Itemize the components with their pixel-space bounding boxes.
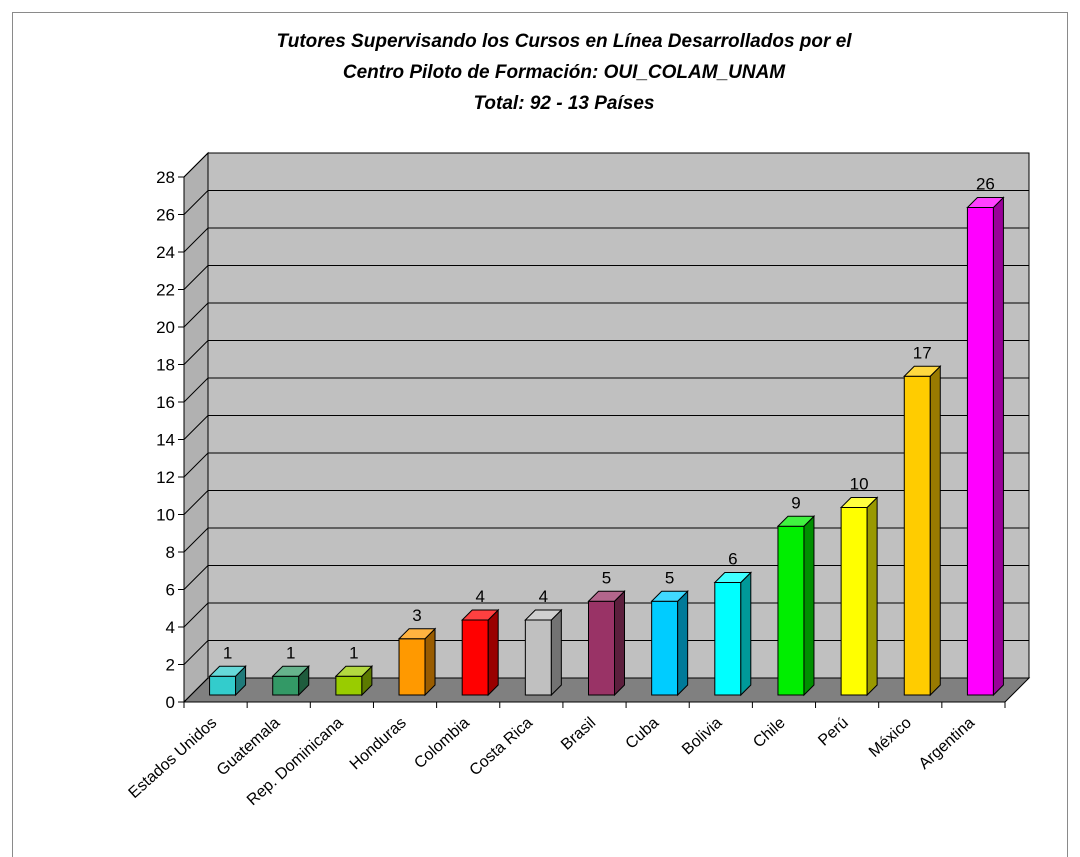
chart-title-line-1: Tutores Supervisando los Cursos en Línea… [276,31,852,52]
bar-top [776,515,816,527]
gridline [183,602,1029,628]
bar-top [966,197,1005,208]
bar-side [424,627,436,697]
y-tick-label: 10 [156,506,175,525]
bar-front [461,619,489,696]
bar-side [803,515,815,697]
gridline [183,527,1029,553]
gridline [183,340,1029,365]
gridline [183,490,1029,515]
gridline [183,227,1029,253]
gridline [183,265,1029,290]
bar-side [992,196,1004,697]
gridline [183,152,1029,178]
bar-front [651,600,679,696]
data-label: 1 [349,643,358,662]
category-label: Argentina [916,714,978,773]
bar-side [550,608,562,697]
y-tick-label: 6 [166,581,175,600]
data-label: 17 [913,343,932,362]
y-tick-label: 0 [166,693,175,712]
bar-side [614,590,625,697]
gridline [183,302,1029,328]
data-label: 4 [539,587,548,606]
bar-front [903,375,931,696]
bar-side [740,571,752,697]
bar-front [272,675,300,696]
data-label: 6 [728,550,737,569]
bar-top [903,365,942,377]
bar-side [677,590,689,697]
chart-title-line-3: Total: 92 - 13 Países [474,93,655,114]
gridline [183,565,1029,590]
category-label: Colombia [411,714,473,772]
category-label: Honduras [347,714,410,773]
category-label: Chile [750,714,789,751]
bar-top [650,590,689,602]
category-label: Perú [815,714,851,749]
bar-top [460,609,500,621]
bar-front [777,525,805,696]
category-label: México [866,714,915,761]
bar-front [524,619,552,696]
bar-front [335,675,363,696]
bar-front [398,638,426,696]
category-label: Estados Unidos [126,714,221,802]
y-tick-label: 28 [156,168,175,187]
bar-top [524,609,563,621]
bar-side [487,608,499,697]
y-tick-label: 18 [156,356,175,375]
bar-top [208,665,247,677]
bar-front [588,600,615,696]
category-label: Brasil [558,714,599,753]
category-label: Costa Rica [466,714,536,779]
gridline [183,190,1029,215]
bar-side [929,365,941,697]
y-tick-label: 24 [156,243,175,262]
bar-top [271,665,310,677]
y-tick-label: 16 [156,393,175,412]
chart-title-line-2: Centro Piloto de Formación: OUI_COLAM_UN… [343,62,786,83]
bar-front [840,507,868,696]
data-label: 9 [791,493,800,512]
y-tick-label: 20 [156,318,175,337]
gridline [183,377,1029,403]
bar-top [587,590,626,602]
y-tick-label: 14 [156,431,175,450]
y-tick-label: 8 [166,543,175,562]
category-label: Cuba [623,714,663,752]
bar-front [714,582,742,696]
bar-top [713,572,753,583]
data-label: 1 [223,643,232,662]
data-label: 1 [286,643,295,662]
chart-frame [12,12,1068,857]
y-tick-label: 4 [166,618,175,637]
bar-top [397,628,437,640]
data-label: 26 [976,175,995,194]
y-tick-label: 12 [156,468,175,487]
bar-side [866,496,878,697]
y-tick-label: 26 [156,206,175,225]
bar-top [839,497,879,508]
data-label: 5 [602,568,611,587]
bar-top [334,665,374,677]
data-label: 10 [850,475,869,494]
bar-front [209,675,237,696]
gridline [183,452,1029,478]
gridline [183,640,1029,665]
data-label: 4 [475,587,484,606]
category-label: Bolivia [679,714,725,758]
y-tick-label: 22 [156,281,175,300]
gridline [183,415,1029,440]
data-label: 3 [412,606,421,625]
y-tick-label: 2 [166,656,175,675]
data-label: 5 [665,568,674,587]
gridline [183,677,1029,703]
bar-front [966,207,994,696]
